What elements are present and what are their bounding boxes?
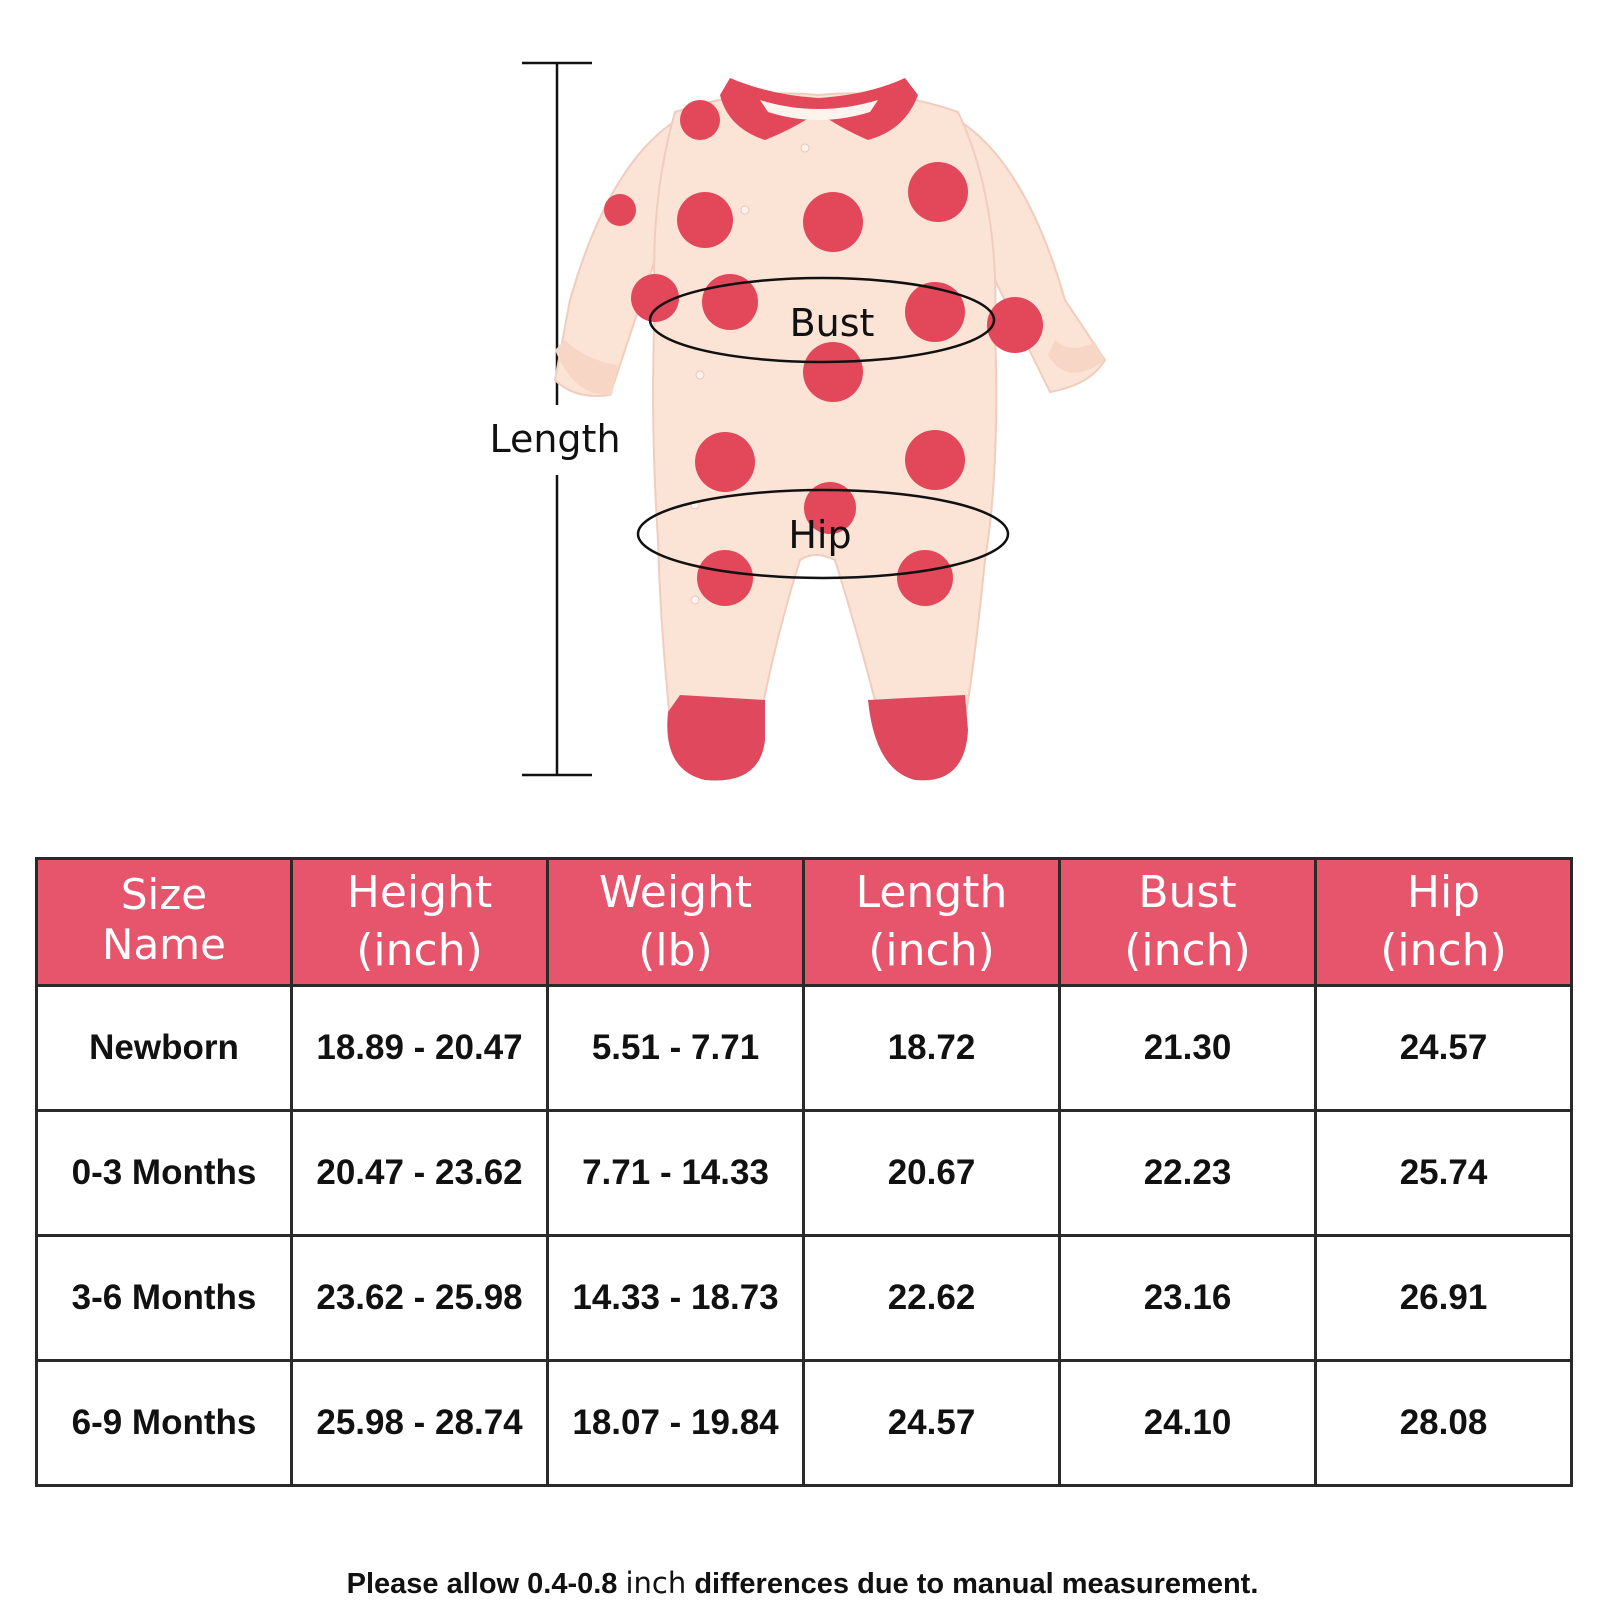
bust-label: Bust (790, 301, 875, 345)
size-chart-table: Size Name Height (inch) Weight (lb) Length(… (35, 857, 1573, 1487)
cell-size-name: 6-9 Months (35, 1359, 293, 1487)
cell-length: 18.72 (802, 984, 1061, 1112)
note-text-after: differences due to manual measurement. (686, 1568, 1259, 1600)
cell-height: 20.47 - 23.62 (290, 1109, 549, 1237)
header-bust: Bust (inch) (1058, 857, 1317, 987)
note-text-before: Please allow 0.4-0.8 (346, 1568, 626, 1600)
cell-bust: 21.30 (1058, 984, 1317, 1112)
cell-weight: 18.07 - 19.84 (546, 1359, 805, 1487)
cell-height: 18.89 - 20.47 (290, 984, 549, 1112)
header-size-name: Size Name (35, 857, 293, 987)
measurement-note: Please allow 0.4-0.8 inch differences du… (0, 1566, 1605, 1601)
hip-measure-ellipse (636, 488, 1010, 580)
header-hip: Hip (inch) (1314, 857, 1573, 987)
cell-hip: 25.74 (1314, 1109, 1573, 1237)
header-weight: Weight (lb) (546, 857, 805, 987)
cell-height: 25.98 - 28.74 (290, 1359, 549, 1487)
cell-hip: 24.57 (1314, 984, 1573, 1112)
length-label: Length (489, 417, 620, 461)
cell-bust: 22.23 (1058, 1109, 1317, 1237)
cell-hip: 26.91 (1314, 1234, 1573, 1362)
cell-size-name: 0-3 Months (35, 1109, 293, 1237)
cell-size-name: 3-6 Months (35, 1234, 293, 1362)
cell-length: 20.67 (802, 1109, 1061, 1237)
header-height: Height (inch) (290, 857, 549, 987)
cell-bust: 24.10 (1058, 1359, 1317, 1487)
cell-size-name: Newborn (35, 984, 293, 1112)
header-length: Length (inch) (802, 857, 1061, 987)
cell-length: 22.62 (802, 1234, 1061, 1362)
bust-measure-ellipse (648, 276, 996, 364)
table-row: Newborn 18.89 - 20.47 5.51 - 7.71 18.72 … (35, 984, 1573, 1112)
cell-height: 23.62 - 25.98 (290, 1234, 549, 1362)
table-row: 0-3 Months 20.47 - 23.62 7.71 - 14.33 20… (35, 1109, 1573, 1237)
cell-bust: 23.16 (1058, 1234, 1317, 1362)
note-unit: inch (625, 1566, 687, 1600)
cell-length: 24.57 (802, 1359, 1061, 1487)
table-header-row: Size Name Height (inch) Weight (lb) Length(… (35, 857, 1573, 987)
cell-weight: 7.71 - 14.33 (546, 1109, 805, 1237)
table-row: 6-9 Months 25.98 - 28.74 18.07 - 19.84 2… (35, 1359, 1573, 1487)
hip-label: Hip (788, 513, 851, 557)
cell-hip: 28.08 (1314, 1359, 1573, 1487)
romper-illustration: Length (489, 61, 1107, 781)
table-row: 3-6 Months 23.62 - 25.98 14.33 - 18.73 2… (35, 1234, 1573, 1362)
cell-weight: 14.33 - 18.73 (546, 1234, 805, 1362)
romper-garment (553, 78, 1107, 781)
cell-weight: 5.51 - 7.71 (546, 984, 805, 1112)
